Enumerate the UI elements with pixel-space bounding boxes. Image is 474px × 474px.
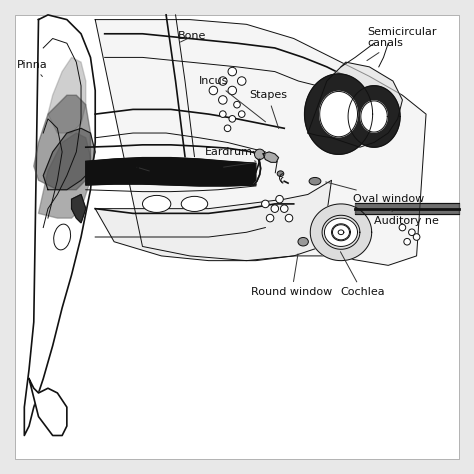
Polygon shape (72, 194, 86, 223)
Polygon shape (348, 86, 400, 147)
Text: Oval window: Oval window (326, 182, 424, 203)
Polygon shape (308, 62, 402, 147)
Circle shape (276, 195, 283, 203)
Text: Auditory ne: Auditory ne (374, 210, 439, 226)
Polygon shape (338, 230, 344, 235)
Circle shape (262, 200, 269, 208)
Circle shape (229, 116, 236, 122)
Ellipse shape (298, 237, 309, 246)
Circle shape (399, 224, 406, 231)
Ellipse shape (277, 171, 284, 176)
Circle shape (219, 96, 227, 104)
Polygon shape (310, 204, 372, 261)
Circle shape (234, 101, 240, 108)
Ellipse shape (255, 149, 265, 159)
Ellipse shape (143, 195, 171, 212)
Text: Bone: Bone (178, 31, 206, 42)
Polygon shape (43, 128, 95, 190)
Text: Semicircular
canals: Semicircular canals (367, 27, 437, 61)
Polygon shape (48, 57, 86, 133)
Text: Cochlea: Cochlea (340, 252, 385, 297)
Polygon shape (34, 95, 91, 190)
Circle shape (219, 111, 226, 118)
Circle shape (281, 205, 288, 212)
FancyBboxPatch shape (15, 15, 459, 459)
Circle shape (228, 67, 237, 76)
Polygon shape (24, 15, 95, 436)
Circle shape (237, 77, 246, 85)
Polygon shape (95, 180, 331, 261)
Polygon shape (324, 218, 357, 246)
Text: Pinna: Pinna (17, 60, 48, 76)
Polygon shape (254, 152, 261, 185)
Circle shape (285, 214, 293, 222)
Polygon shape (263, 152, 279, 162)
Circle shape (224, 125, 231, 132)
Polygon shape (86, 157, 256, 186)
Polygon shape (95, 19, 426, 265)
Text: Eardrum: Eardrum (205, 147, 256, 161)
Polygon shape (29, 379, 67, 436)
Text: Auditory canal: Auditory canal (94, 161, 175, 172)
Polygon shape (361, 101, 387, 132)
Text: Incus: Incus (199, 76, 265, 122)
Ellipse shape (54, 224, 71, 250)
Text: Malleus: Malleus (175, 163, 253, 176)
Ellipse shape (181, 196, 208, 211)
Circle shape (209, 86, 218, 95)
Polygon shape (305, 74, 373, 155)
Circle shape (271, 205, 279, 212)
Polygon shape (38, 133, 91, 218)
Circle shape (219, 77, 227, 85)
Circle shape (404, 238, 410, 245)
Polygon shape (319, 91, 357, 137)
Circle shape (413, 234, 420, 240)
Circle shape (409, 229, 415, 236)
Ellipse shape (309, 177, 321, 185)
Text: Round window: Round window (251, 254, 332, 297)
Text: Stapes: Stapes (249, 91, 287, 128)
Circle shape (228, 86, 237, 95)
Polygon shape (332, 225, 349, 240)
Circle shape (238, 111, 245, 118)
Circle shape (266, 214, 274, 222)
